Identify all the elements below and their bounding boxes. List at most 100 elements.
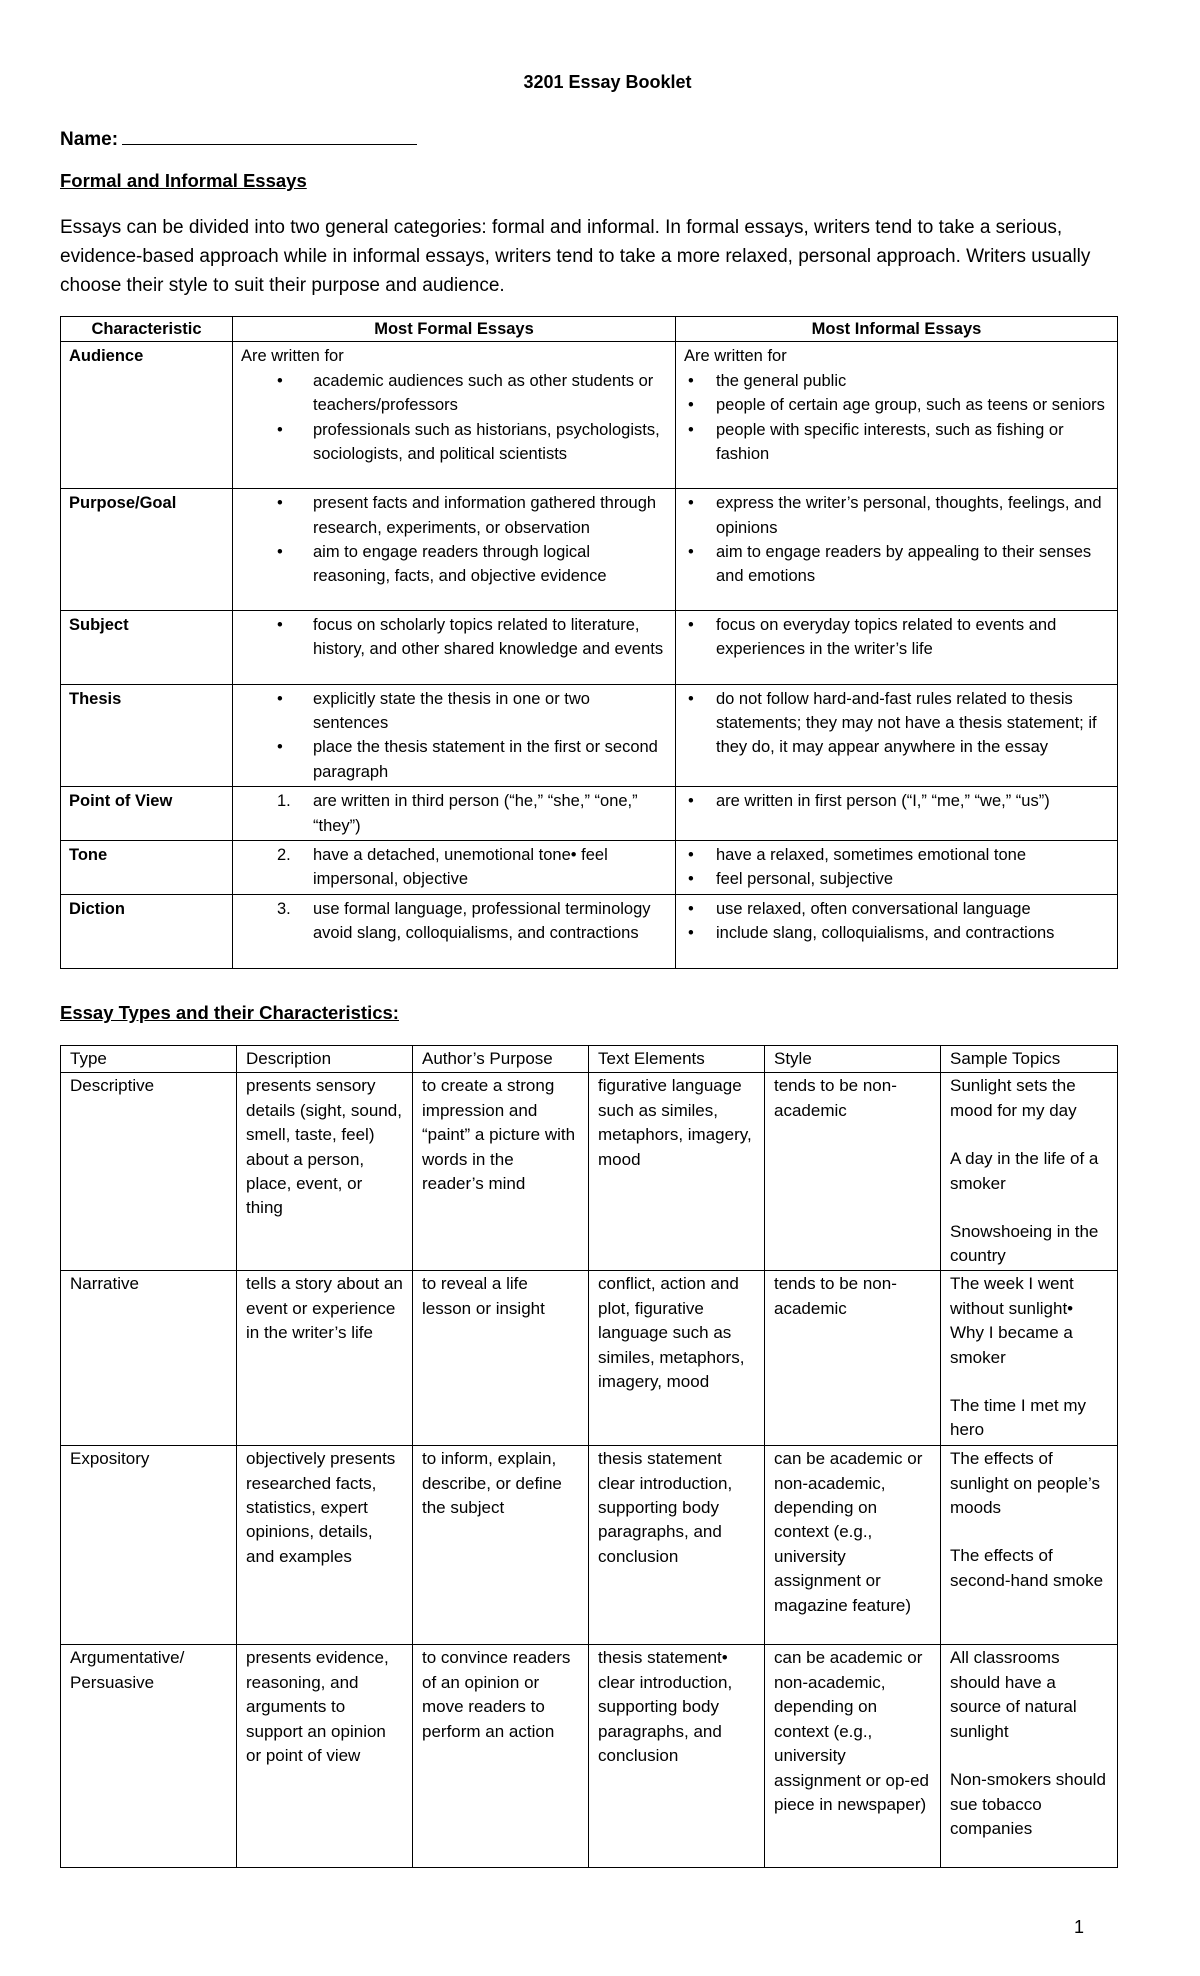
spacer <box>950 1370 1108 1394</box>
bullet-icon: • <box>688 924 694 943</box>
bullet-list: 1. are written in third person (“he,” “sh… <box>241 789 667 838</box>
list-item-text: are written in first person (“I,” “me,” … <box>716 792 1050 811</box>
bullet-list: • are written in first person (“I,” “me,”… <box>684 789 1109 813</box>
list-item: • use relaxed, often conversational langu… <box>684 897 1109 921</box>
table-header-row: Type Description Author’s Purpose Text E… <box>60 1044 1118 1074</box>
spacer <box>950 1744 1108 1768</box>
list-item-text: have a relaxed, sometimes emotional tone <box>716 846 1027 865</box>
elements-cell: thesis statement• clear introduction, su… <box>588 1644 765 1868</box>
characteristic-cell: Purpose/Goal <box>60 488 233 611</box>
bullet-list: • academic audiences such as other studen… <box>241 369 667 467</box>
list-item-text: aim to engage readers by appealing to th… <box>716 543 1092 586</box>
purpose-cell: to inform, explain, describe, or define … <box>412 1445 589 1646</box>
topics-cell: All classrooms should have a source of n… <box>940 1644 1118 1868</box>
list-item-text: aim to engage readers through logical re… <box>313 543 607 586</box>
type-cell: Narrative <box>60 1270 237 1447</box>
list-item: • academic audiences such as other studen… <box>241 369 667 418</box>
formal-cell: • present facts and information gathered … <box>232 488 676 611</box>
informal-cell: • focus on everyday topics related to eve… <box>675 609 1118 685</box>
characteristic-cell: Subject <box>60 609 233 685</box>
characteristic-cell: Tone <box>60 840 233 895</box>
informal-cell: • do not follow hard-and-fast rules relat… <box>675 683 1118 788</box>
list-item-text: include slang, colloquialisms, and contr… <box>716 924 1055 943</box>
style-cell: can be academic or non-academic, dependi… <box>764 1644 941 1868</box>
topics-cell: Sunlight sets the mood for my day A day i… <box>940 1072 1118 1272</box>
bullet-icon: • <box>688 846 694 865</box>
bullet-icon: • <box>277 615 283 634</box>
formal-cell: 1. are written in third person (“he,” “sh… <box>232 786 676 842</box>
characteristic-cell: Audience <box>60 341 233 490</box>
list-item-text: do not follow hard-and-fast rules relate… <box>716 689 1097 757</box>
list-number: 2. <box>277 846 291 865</box>
sample-topic: Snowshoeing in the country <box>950 1222 1099 1266</box>
bullet-list: • do not follow hard-and-fast rules relat… <box>684 687 1109 760</box>
list-item-text: feel personal, subjective <box>716 870 894 889</box>
bullet-icon: • <box>688 899 694 918</box>
bullet-list: 2. have a detached, unemotional tone• fee… <box>241 843 667 892</box>
formal-cell: • explicitly state the thesis in one or t… <box>232 683 676 788</box>
bullet-list: 3. use formal language, professional term… <box>241 897 667 946</box>
list-number: 1. <box>277 792 291 811</box>
name-blank-line <box>122 126 418 145</box>
spacer <box>950 1123 1108 1147</box>
formal-cell: 2. have a detached, unemotional tone• fee… <box>232 840 676 895</box>
formal-cell: 3. use formal language, professional term… <box>232 893 676 969</box>
name-field[interactable]: Name: <box>60 126 418 151</box>
header-cell: Sample Topics <box>940 1044 1118 1074</box>
list-item-text: express the writer’s personal, thoughts,… <box>716 494 1102 537</box>
sample-topic: Non-smokers should sue tobacco companies <box>950 1770 1106 1838</box>
elements-cell: conflict, action and plot, figurative la… <box>588 1270 765 1447</box>
informal-cell: Are written for • the general public • peopl… <box>675 341 1118 490</box>
table-row: Thesis • explicitly state the thesis in on… <box>60 683 1118 788</box>
list-item-text: have a detached, unemotional tone• feel … <box>313 846 608 889</box>
list-item-text: professionals such as historians, psycho… <box>313 420 660 464</box>
bullet-icon: • <box>688 420 694 439</box>
header-cell: Type <box>60 1044 237 1074</box>
elements-cell: figurative language such as similes, met… <box>588 1072 765 1272</box>
spacer <box>950 1520 1108 1544</box>
sample-topic: The effects of second-hand smoke <box>950 1546 1104 1590</box>
characteristic-cell: Diction <box>60 893 233 969</box>
bullet-icon: • <box>277 494 283 513</box>
style-cell: tends to be non-academic <box>764 1072 941 1272</box>
informal-cell: • are written in first person (“I,” “me,”… <box>675 786 1118 842</box>
sample-topic: Sunlight sets the mood for my day <box>950 1076 1077 1120</box>
topics-cell: The effects of sunlight on people’s mood… <box>940 1445 1118 1646</box>
purpose-cell: to create a strong impression and “paint… <box>412 1072 589 1272</box>
list-item-text: the general public <box>716 371 847 390</box>
list-item: 2. have a detached, unemotional tone• fee… <box>241 843 667 892</box>
purpose-cell: to reveal a life lesson or insight <box>412 1270 589 1447</box>
table-row: Narrative tells a story about an event or… <box>60 1270 1118 1447</box>
table-row: Audience Are written for • academic audienc… <box>60 341 1118 490</box>
spacer <box>950 1196 1108 1220</box>
purpose-cell: to convince readers of an opinion or mov… <box>412 1644 589 1868</box>
bullet-icon: • <box>688 371 694 390</box>
header-cell: Style <box>764 1044 941 1074</box>
list-item: 3. use formal language, professional term… <box>241 897 667 946</box>
list-number: 3. <box>277 899 291 918</box>
elements-cell: thesis statement clear introduction, sup… <box>588 1445 765 1646</box>
type-cell: Argumentative/ Persuasive <box>60 1644 237 1868</box>
description-cell: tells a story about an event or experien… <box>236 1270 413 1447</box>
document-title: 3201 Essay Booklet <box>523 72 692 92</box>
section-heading-formal-informal: Formal and Informal Essays <box>60 170 307 191</box>
list-item-text: present facts and information gathered t… <box>313 494 657 537</box>
header-cell: Text Elements <box>588 1044 765 1074</box>
table-header-row: Characteristic Most Formal Essays Most I… <box>60 315 1118 343</box>
description-cell: objectively presents researched facts, s… <box>236 1445 413 1646</box>
header-cell: Characteristic <box>60 315 233 343</box>
list-item: • feel personal, subjective <box>684 867 1109 891</box>
bullet-icon: • <box>277 689 283 708</box>
bullet-icon: • <box>277 420 283 439</box>
bullet-icon: • <box>688 543 694 562</box>
characteristic-cell: Thesis <box>60 683 233 788</box>
header-cell: Description <box>236 1044 413 1074</box>
list-item: • include slang, colloquialisms, and con… <box>684 921 1109 945</box>
bullet-list: • have a relaxed, sometimes emotional ton… <box>684 843 1109 892</box>
description-cell: presents evidence, reasoning, and argume… <box>236 1644 413 1868</box>
bullet-icon: • <box>688 792 694 811</box>
list-item: • place the thesis statement in the first… <box>241 735 667 784</box>
bullet-icon: • <box>277 543 283 562</box>
type-cell: Expository <box>60 1445 237 1646</box>
list-item-text: use formal language, professional termin… <box>313 899 651 943</box>
